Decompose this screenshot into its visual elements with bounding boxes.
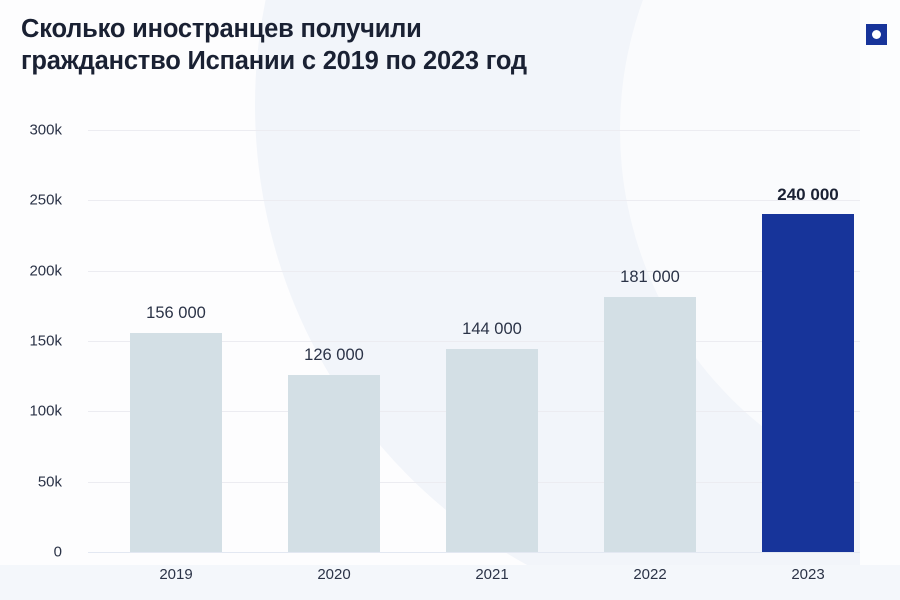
gridline-150k (88, 341, 860, 342)
bar-2021[interactable] (446, 349, 538, 552)
x-axis-tick-label-2020: 2020 (317, 566, 351, 583)
bar-2023[interactable] (762, 214, 854, 552)
background-bottom-strip (0, 565, 900, 600)
gridline-300k (88, 130, 860, 131)
y-axis-tick-label: 200k (29, 262, 62, 280)
y-axis-tick-label: 150k (29, 332, 62, 350)
page-title: Сколько иностранцев получили гражданство… (21, 15, 527, 75)
x-axis-tick-label-2021: 2021 (475, 566, 509, 583)
x-axis-tick-label-2022: 2022 (633, 566, 667, 583)
y-axis-tick-label: 50k (37, 473, 62, 491)
bar-2022[interactable] (604, 297, 696, 552)
square-dot-logo-icon (866, 24, 887, 45)
bar-value-label-2019: 156 000 (146, 303, 206, 322)
background-right-strip (860, 0, 900, 565)
bar-value-label-2023: 240 000 (777, 185, 839, 205)
bar-value-label-2021: 144 000 (462, 320, 522, 339)
x-axis-tick-label-2019: 2019 (159, 566, 193, 583)
gridline-250k (88, 200, 860, 202)
bar-2020[interactable] (288, 374, 380, 552)
bar-value-label-2020: 126 000 (304, 345, 364, 364)
bar-value-label-2022: 181 000 (620, 268, 680, 287)
gridline-200k (88, 270, 860, 272)
y-axis-tick-label: 300k (29, 121, 62, 139)
bar-2019[interactable] (130, 332, 222, 552)
x-axis-tick-label-2023: 2023 (791, 566, 825, 583)
y-axis-tick-label: 100k (29, 402, 62, 420)
y-axis-tick-label: 250k (29, 191, 62, 209)
gridline-0 (88, 552, 860, 553)
y-axis-tick-label: 0 (53, 543, 62, 561)
logo-inner-dot (872, 30, 881, 39)
